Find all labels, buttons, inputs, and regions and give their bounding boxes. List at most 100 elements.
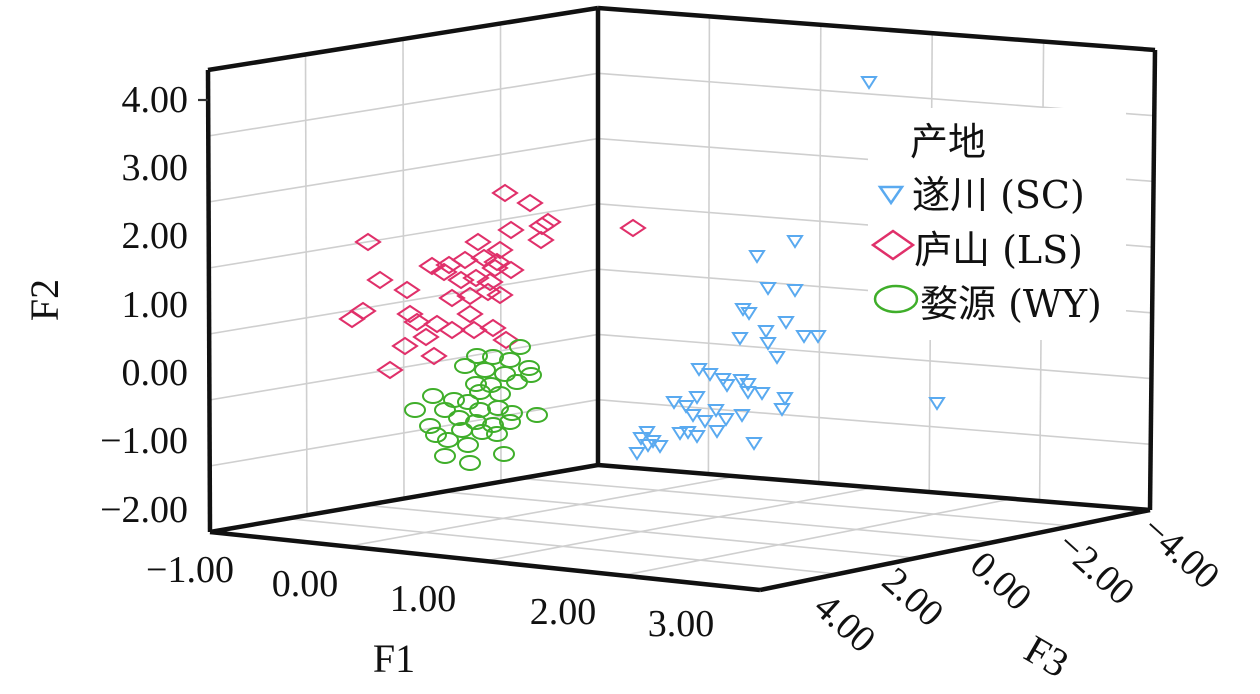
data-point-wy — [501, 405, 523, 421]
data-point-sc — [717, 413, 735, 427]
data-point-ls — [464, 232, 492, 252]
grid-line — [442, 491, 995, 543]
grid-line — [817, 24, 822, 484]
data-point-ls — [481, 258, 509, 278]
grid-line — [208, 72, 599, 137]
data-point-ls — [527, 230, 555, 250]
floor-edge-front-right — [759, 507, 1151, 593]
data-point-ls — [366, 270, 394, 290]
legend-entry-wy: 婺源 (WY) — [873, 282, 1102, 326]
grid-line — [209, 333, 599, 401]
data-point-ls — [497, 220, 525, 240]
f2-axis-title: F2 — [22, 279, 67, 321]
data-point-ls — [456, 304, 484, 324]
data-point-ls — [483, 252, 511, 272]
grid-line — [402, 38, 405, 499]
data-point-ls — [534, 212, 562, 232]
legend-label: 婺源 (WY) — [920, 282, 1102, 326]
f2-tick-label: 1.00 — [122, 284, 189, 326]
data-point-wy — [486, 426, 508, 442]
data-point-wy — [454, 358, 476, 374]
f3-tick-label: 0.00 — [962, 543, 1040, 619]
data-point-sc — [776, 392, 794, 406]
f3-tick-label: 4.00 — [806, 585, 884, 661]
grid-line — [209, 268, 599, 335]
legend-label: 遂川 (SC) — [912, 173, 1085, 217]
grid-line — [499, 23, 502, 482]
data-point-ls — [420, 346, 448, 366]
grid-line — [365, 504, 917, 559]
data-point-ls — [479, 318, 507, 338]
grid-lines — [208, 16, 1155, 577]
data-point-sc — [708, 425, 726, 439]
f1-axis-title: F1 — [373, 636, 415, 681]
data-point-sc — [707, 404, 725, 418]
data-point-sc — [759, 282, 777, 296]
data-point-wy — [494, 366, 516, 382]
data-point-wy — [506, 374, 528, 390]
data-point-ls — [470, 248, 498, 268]
data-point-sc — [768, 351, 786, 365]
f1-tick-label: −1.00 — [146, 549, 234, 591]
legend-label: 庐山 (LS) — [914, 228, 1083, 272]
f2-tick-labels: 4.00 3.00 2.00 1.00 0.00 −1.00 −2.00 — [100, 79, 188, 531]
data-point-ls — [516, 193, 544, 213]
f2-tick-label: −2.00 — [100, 489, 188, 531]
grid-line — [484, 486, 875, 562]
data-point-wy — [526, 407, 548, 423]
grid-line — [597, 333, 1152, 380]
data-point-sc — [773, 403, 791, 417]
f3-axis-title: F3 — [1017, 626, 1076, 686]
data-point-wy — [459, 455, 481, 471]
data-point-sc — [860, 76, 878, 90]
grid-line — [208, 137, 599, 203]
data-point-sc — [696, 415, 714, 429]
data-point-sc — [688, 391, 706, 405]
data-point-ls — [412, 327, 440, 347]
data-point-sc — [677, 400, 695, 414]
data-point-wy — [474, 362, 496, 378]
data-point-wy — [404, 402, 426, 418]
data-point-ls — [430, 262, 458, 282]
chart-frame — [198, 5, 1158, 593]
data-point-sc — [733, 409, 751, 423]
data-point-ls — [391, 336, 419, 356]
legend-background — [868, 108, 1126, 340]
grid-line — [347, 475, 737, 548]
data-point-ls — [460, 320, 488, 340]
data-point-ls — [528, 216, 556, 236]
data-point-wy — [422, 388, 444, 404]
f1-tick-label: 3.00 — [648, 603, 715, 645]
data-point-ls — [447, 270, 475, 290]
data-point-sc — [731, 332, 749, 346]
data-point-sc — [786, 284, 804, 298]
data-point-sc — [701, 368, 719, 382]
f2-tick-label: 2.00 — [122, 215, 189, 257]
data-point-sc — [739, 378, 757, 392]
f1-tick-labels: −1.00 0.00 1.00 2.00 3.00 — [146, 549, 714, 645]
grid-line — [209, 398, 599, 467]
floor-edge-back-right — [597, 462, 1151, 513]
data-point-sc — [809, 330, 827, 344]
data-point-sc — [639, 439, 657, 453]
frame-edge-top-right — [597, 5, 1156, 53]
data-point-ls — [486, 285, 514, 305]
f2-tick-label: −1.00 — [100, 420, 188, 462]
frame-edge-right — [1147, 49, 1158, 511]
legend-title: 产地 — [910, 120, 986, 164]
data-point-ls — [435, 255, 463, 275]
floor-edge-back-left — [209, 462, 599, 535]
data-point-wy — [469, 402, 491, 418]
legend-entry-sc: 遂川 (SC) — [877, 173, 1085, 217]
grid-line — [707, 16, 711, 475]
data-point-sc — [757, 325, 775, 339]
f2-tick-label: 3.00 — [122, 147, 189, 189]
grid-line — [520, 477, 1073, 527]
data-point-sc — [671, 427, 689, 441]
data-point-sc — [795, 330, 813, 344]
grid-line — [304, 54, 308, 516]
data-point-sc — [740, 307, 758, 321]
data-point-wy — [465, 376, 487, 392]
data-point-sc — [734, 303, 752, 317]
